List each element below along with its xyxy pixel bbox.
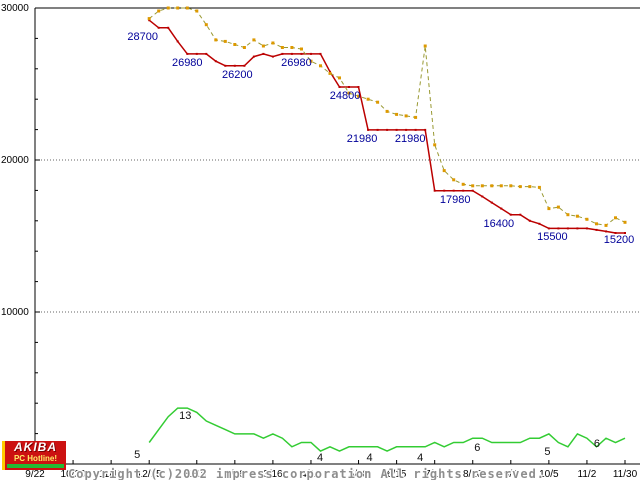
shop-count-label: 6 [593,438,601,451]
shop-count-label: 4 [316,451,324,464]
x-axis-label: 3/16 [263,469,283,480]
shop-count-label: 5 [544,446,551,459]
price-label: 26980 [171,56,203,69]
price-label: 24800 [329,90,361,103]
x-axis-label: 10/20 [60,469,86,480]
y-axis-label: 20000 [1,155,29,166]
x-axis-label: 1/19 [187,469,207,480]
x-axis-label: 11/30 [612,469,638,480]
logo-akiba-text: AKIBA [14,440,57,454]
x-axis-label: 11/17 [98,469,124,480]
x-axis-label: 11/2 [577,469,597,480]
x-axis-label: 8/10 [463,469,483,480]
x-axis-label: 9/22 [25,469,45,480]
x-axis-label: 7/13 [424,469,445,480]
y-axis-label: 10000 [1,307,29,318]
x-axis-label: 4/13 [301,469,321,480]
price-label: 28700 [127,30,158,43]
copyright-line1: Copyright (c)2002 impress corporation Al… [68,467,546,480]
price-label: 26980 [281,56,312,69]
x-axis-label: 5/18 [348,469,369,480]
logo-pc-hotline-text: PC Hotline! [13,454,58,463]
price-label: 26200 [222,68,253,81]
shop-count-label: 4 [366,451,373,464]
shop-count-label: 5 [134,449,141,462]
x-axis-label: 2/16 [225,469,245,480]
shop-count-label: 4 [417,451,424,464]
x-axis-label: 9/7 [503,469,518,480]
price-label: 15200 [603,233,635,246]
copyright-watermark: Copyright (c)2002 impress corporation Al… [68,442,545,480]
logo-green-strip [7,464,64,468]
shop-count-label: 13 [179,410,192,423]
x-axis-label: 6/15 [386,469,407,480]
price-label: 17980 [439,193,471,206]
shop-count-label: 6 [474,442,481,455]
x-axis-label: 12/15 [136,469,162,480]
x-axis-label: 10/5 [539,469,559,480]
price-label: 21980 [346,132,378,145]
price-label: 21980 [394,132,426,145]
price-label: 15500 [537,231,568,244]
y-axis-label: 30000 [1,3,29,14]
price-label: 16400 [483,217,515,230]
akiba-pc-hotline-logo: AKIBA PC Hotline! [2,441,66,470]
